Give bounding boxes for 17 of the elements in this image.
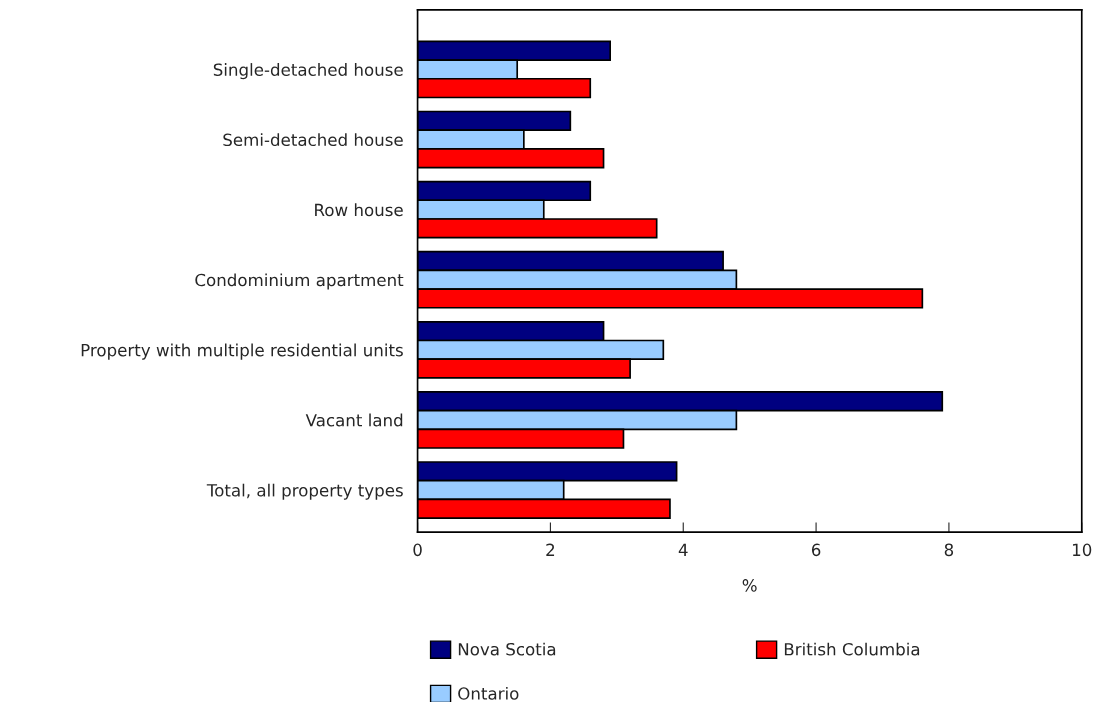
x-tick-label: 6: [811, 543, 821, 557]
x-tick-label: 10: [1072, 543, 1092, 557]
legend-label: British Columbia: [784, 642, 920, 656]
y-tick-label: Vacant land: [305, 413, 403, 427]
legend-label: Ontario: [458, 686, 519, 700]
legend-label: Nova Scotia: [458, 642, 556, 656]
x-tick-label: 2: [546, 543, 555, 556]
y-tick-label: Property with multiple residential units: [81, 343, 403, 360]
x-tick-label: 0: [413, 543, 422, 557]
y-tick-label: Total, all property types: [206, 483, 403, 500]
y-tick-label: Row house: [315, 203, 403, 217]
y-tick-label: Semi-detached house: [223, 133, 403, 147]
y-tick-label: Condominium apartment: [195, 273, 404, 290]
x-axis-title: %: [742, 579, 757, 592]
y-tick-label: Single-detached house: [213, 63, 403, 80]
x-tick-label: 4: [678, 543, 688, 556]
x-tick-label: 8: [944, 543, 954, 557]
